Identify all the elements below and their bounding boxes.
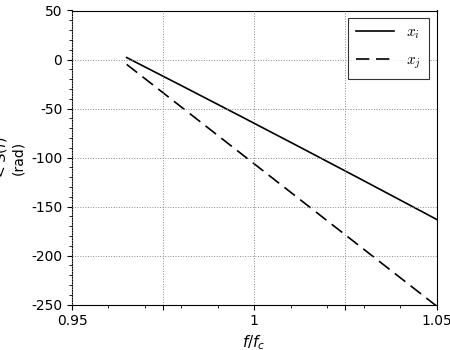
$x_j$ xyxy=(125,63,130,67)
$x_j$ xyxy=(434,304,439,308)
Line: $x_i$: $x_i$ xyxy=(127,57,436,219)
$x_j$ xyxy=(314,210,319,214)
$x_j$ xyxy=(405,281,410,286)
$x_j$ xyxy=(385,266,391,270)
Y-axis label: < $S(f)$
(rad): < $S(f)$ (rad) xyxy=(0,137,26,178)
$x_j$ xyxy=(308,206,314,210)
$x_i$ xyxy=(385,191,391,196)
$x_i$ xyxy=(308,151,314,155)
$x_i$ xyxy=(405,202,410,206)
$x_i$ xyxy=(124,55,130,60)
$x_i$ xyxy=(125,56,130,60)
Line: $x_j$: $x_j$ xyxy=(127,64,436,306)
$x_j$ xyxy=(124,62,130,66)
Legend: $x_i$, $x_j$: $x_i$, $x_j$ xyxy=(348,18,429,79)
$x_i$ xyxy=(434,217,439,222)
$x_j$ xyxy=(307,205,313,210)
$x_i$ xyxy=(307,150,313,155)
X-axis label: $f/f_c$: $f/f_c$ xyxy=(243,334,266,350)
$x_i$ xyxy=(314,154,319,158)
